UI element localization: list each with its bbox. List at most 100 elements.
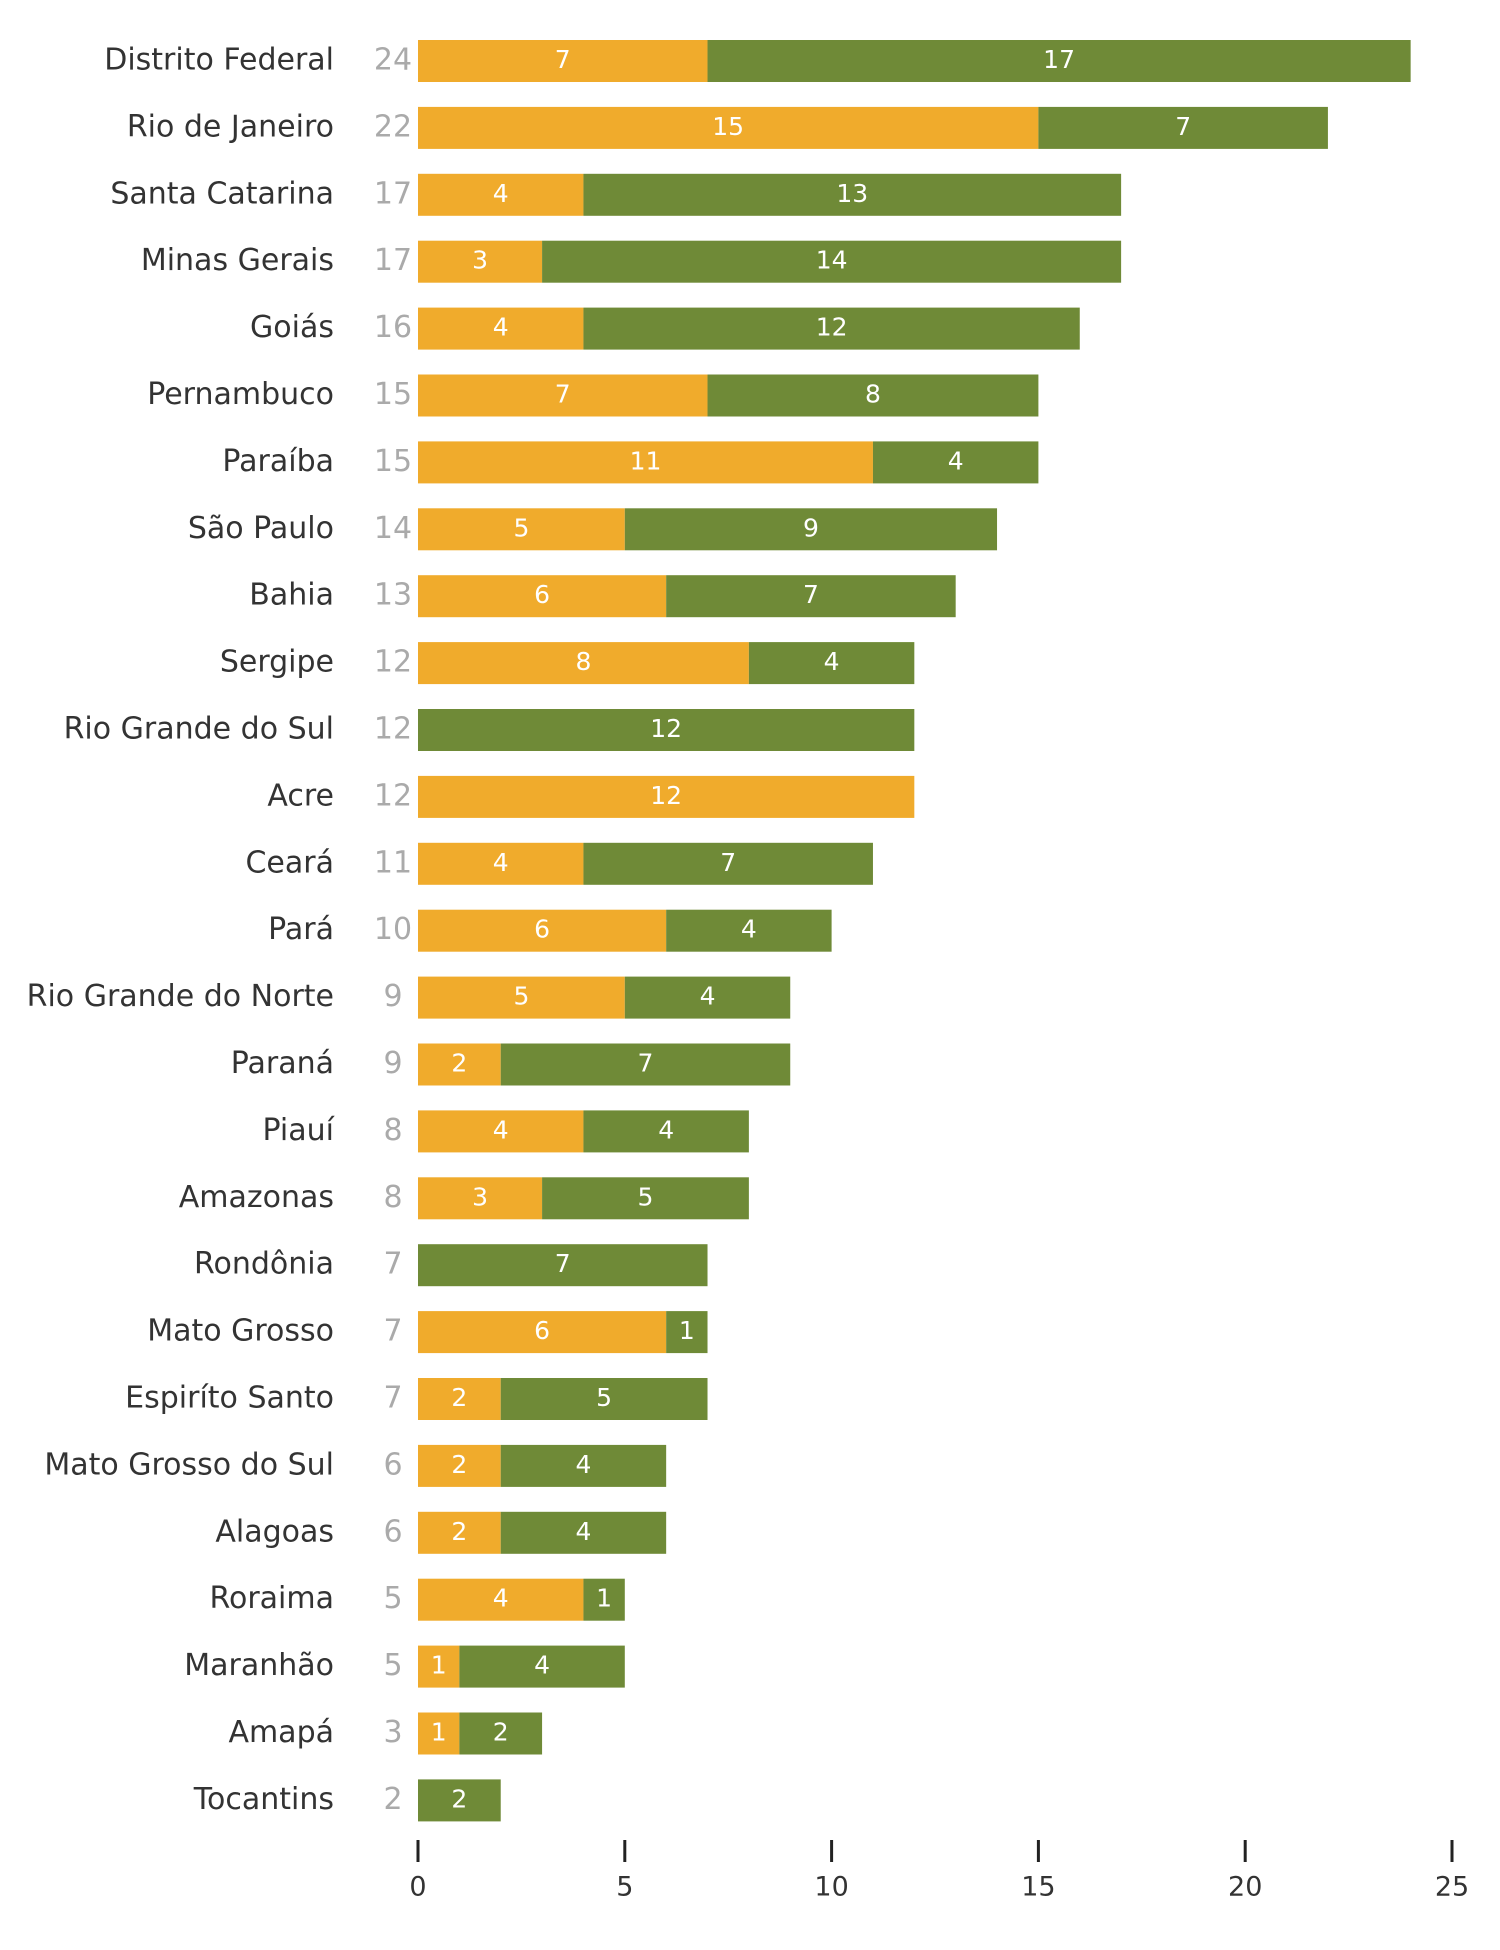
bar-segment [418,173,584,216]
bar-segment [748,642,915,685]
bar-value-label: 1 [596,1584,612,1613]
bar-value-label: 4 [493,313,509,342]
category-label: Alagoas [215,1514,334,1549]
bar-value-label: 1 [431,1718,447,1747]
category-label: Pernambuco [147,377,334,412]
total-label: 22 [374,109,412,144]
bar-segment [418,709,915,751]
bar-segment [418,508,625,551]
bar-segment [418,909,667,952]
bar-value-label: 3 [472,1182,488,1211]
bar-value-label: 12 [650,781,682,810]
total-label: 11 [374,845,412,880]
bar-segment [418,976,625,1019]
category-label: Tocantins [193,1782,334,1817]
bar-value-label: 4 [700,982,716,1011]
total-label: 14 [374,511,412,546]
total-label: 8 [383,1113,402,1148]
bar-value-label: 11 [630,446,662,475]
bar-segment [542,240,1122,283]
bar-value-label: 7 [803,580,819,609]
bar-segment [666,909,832,952]
bar-value-label: 4 [658,1115,674,1144]
bar-value-label: 4 [948,446,964,475]
category-label: Distrito Federal [104,43,334,78]
category-label: Mato Grosso [147,1314,334,1349]
x-tick-label: 10 [814,1872,848,1903]
bar-segment [418,1244,708,1287]
bar-value-label: 14 [816,246,848,275]
bar-value-label: 2 [493,1718,509,1747]
bar-segment [418,441,873,484]
total-label: 6 [383,1447,402,1482]
x-tick-label: 5 [616,1872,633,1903]
bar-value-label: 2 [451,1383,467,1412]
bar-value-label: 4 [493,1584,509,1613]
bar-segment [418,1712,460,1755]
category-label: Paraíba [222,444,334,479]
category-label: Santa Catarina [110,176,334,211]
bar-segment [418,1444,501,1487]
bar-value-label: 7 [720,848,736,877]
category-label: Amazonas [179,1180,334,1215]
total-label: 12 [374,645,412,680]
bar-value-label: 2 [451,1784,467,1813]
bar-value-label: 4 [575,1450,591,1479]
bar-segment [418,240,543,283]
bar-segment [418,307,584,350]
bar-value-label: 7 [1175,112,1191,141]
bar-value-label: 7 [638,1049,654,1078]
total-label: 5 [383,1648,402,1683]
category-label: Rio de Janeiro [127,109,334,144]
bar-segment [583,842,873,885]
bar-segment [500,1444,667,1487]
category-label: Rio Grande do Norte [27,979,334,1014]
bar-segment [666,575,956,618]
bar-segment [583,1578,625,1621]
x-tick-label: 20 [1228,1872,1262,1903]
total-label: 7 [383,1314,402,1349]
bar-value-label: 5 [513,982,529,1011]
bar-value-label: 4 [575,1517,591,1546]
bar-segment [418,1110,584,1153]
total-label: 9 [383,1046,402,1081]
bar-segment [624,508,998,551]
total-label: 6 [383,1514,402,1549]
bar-value-label: 1 [431,1651,447,1680]
bar-segment [418,1578,584,1621]
category-label: São Paulo [188,511,334,546]
bar-value-label: 7 [555,1249,571,1278]
total-label: 2 [383,1782,402,1817]
category-label: Piauí [263,1113,336,1148]
category-label: Mato Grosso do Sul [44,1447,334,1482]
bar-value-label: 13 [836,179,868,208]
bar-segment [583,173,1122,216]
bar-segment [418,374,708,417]
bar-segment [583,307,1080,350]
bar-segment [666,1311,708,1354]
total-label: 5 [383,1581,402,1616]
total-label: 3 [383,1715,402,1750]
category-label: Ceará [245,845,334,880]
total-label: 9 [383,979,402,1014]
bar-value-label: 8 [865,380,881,409]
bar-segment [418,40,708,82]
total-label: 8 [383,1180,402,1215]
total-label: 12 [374,778,412,813]
bar-value-label: 15 [712,112,744,141]
total-label: 7 [383,1381,402,1416]
bar-value-label: 4 [493,848,509,877]
bar-value-label: 6 [534,1316,550,1345]
bar-segment [418,642,749,685]
bar-value-label: 5 [513,513,529,542]
bar-segment [583,1110,749,1153]
bar-segment [500,1043,791,1086]
category-label: Acre [267,778,334,813]
bar-segment [418,1311,667,1354]
category-label: Rio Grande do Sul [64,712,334,747]
bar-segment [418,1177,543,1220]
bar-segment [418,106,1039,149]
category-label: Amapá [228,1715,334,1750]
category-label: Sergipe [220,645,334,680]
